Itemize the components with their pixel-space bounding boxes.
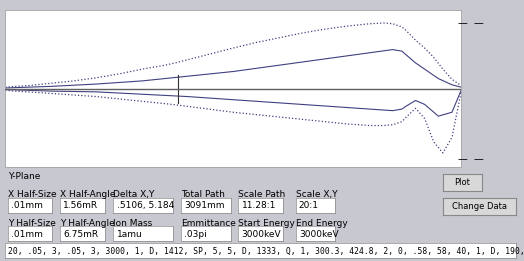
Text: Y-Plane: Y-Plane	[8, 172, 40, 181]
Text: 20:1: 20:1	[299, 201, 319, 210]
Text: Plot: Plot	[454, 177, 471, 187]
Text: 1amu: 1amu	[117, 230, 143, 239]
Text: Y Half-Angle: Y Half-Angle	[60, 219, 115, 228]
Text: —  —: — —	[458, 19, 484, 28]
Text: .03pi: .03pi	[184, 230, 207, 239]
Text: X Half-Size: X Half-Size	[8, 190, 57, 199]
Text: Y Half-Size: Y Half-Size	[8, 219, 56, 228]
Text: .01mm: .01mm	[11, 230, 43, 239]
Text: Total Path: Total Path	[181, 190, 225, 199]
Text: 3000keV: 3000keV	[299, 230, 339, 239]
Text: Delta X,Y: Delta X,Y	[113, 190, 154, 199]
Text: —  —: — —	[458, 154, 484, 164]
Text: .01mm: .01mm	[11, 201, 43, 210]
Text: 1.56mR: 1.56mR	[63, 201, 99, 210]
Text: X Half-Angle: X Half-Angle	[60, 190, 116, 199]
Text: Ion Mass: Ion Mass	[113, 219, 152, 228]
Text: Emmittance: Emmittance	[181, 219, 236, 228]
Text: Start Energy: Start Energy	[238, 219, 296, 228]
Text: 6.75mR: 6.75mR	[63, 230, 99, 239]
Text: Change Data: Change Data	[452, 202, 507, 211]
Text: .5106, 5.184: .5106, 5.184	[117, 201, 174, 210]
Text: 11.28:1: 11.28:1	[242, 201, 276, 210]
Text: 20, .05, 3, .05, 3, 3000, 1, D, 1412, SP, 5, 5, D, 1333, Q, 1, 300.3, 424.8, 2, : 20, .05, 3, .05, 3, 3000, 1, D, 1412, SP…	[8, 247, 524, 256]
Text: End Energy: End Energy	[296, 219, 348, 228]
Text: Scale Path: Scale Path	[238, 190, 286, 199]
Text: 3000keV: 3000keV	[242, 230, 281, 239]
Text: 3091mm: 3091mm	[184, 201, 225, 210]
Text: Scale X,Y: Scale X,Y	[296, 190, 337, 199]
